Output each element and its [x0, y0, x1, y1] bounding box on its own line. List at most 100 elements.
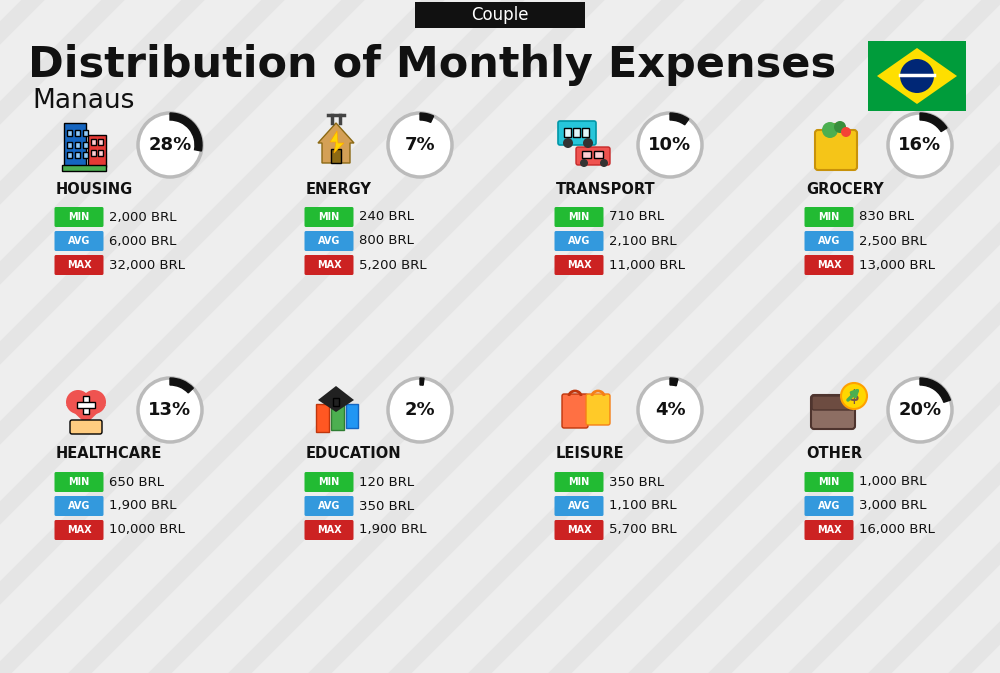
Text: 350 BRL: 350 BRL — [609, 476, 664, 489]
Text: OTHER: OTHER — [806, 446, 862, 462]
FancyBboxPatch shape — [83, 142, 88, 148]
Text: 710 BRL: 710 BRL — [609, 211, 664, 223]
Text: 10%: 10% — [648, 136, 692, 154]
Text: GROCERY: GROCERY — [806, 182, 884, 197]
Text: 1,900 BRL: 1,900 BRL — [359, 524, 426, 536]
FancyBboxPatch shape — [54, 255, 104, 275]
FancyBboxPatch shape — [54, 207, 104, 227]
Polygon shape — [66, 405, 106, 424]
FancyBboxPatch shape — [67, 152, 72, 158]
FancyBboxPatch shape — [804, 520, 854, 540]
FancyBboxPatch shape — [91, 150, 96, 156]
FancyBboxPatch shape — [804, 472, 854, 492]
FancyBboxPatch shape — [304, 472, 354, 492]
Circle shape — [834, 121, 846, 133]
Text: HOUSING: HOUSING — [56, 182, 133, 197]
Circle shape — [600, 159, 608, 167]
Text: AVG: AVG — [568, 501, 590, 511]
Text: 10,000 BRL: 10,000 BRL — [109, 524, 185, 536]
FancyBboxPatch shape — [554, 255, 604, 275]
Text: MAX: MAX — [567, 525, 591, 535]
Circle shape — [638, 113, 702, 177]
FancyBboxPatch shape — [54, 231, 104, 251]
Text: 800 BRL: 800 BRL — [359, 234, 414, 248]
FancyBboxPatch shape — [554, 472, 604, 492]
Text: MIN: MIN — [818, 477, 840, 487]
FancyBboxPatch shape — [331, 404, 344, 430]
Circle shape — [82, 390, 106, 414]
FancyBboxPatch shape — [812, 396, 854, 410]
Text: MIN: MIN — [568, 212, 590, 222]
FancyBboxPatch shape — [576, 147, 610, 165]
Text: AVG: AVG — [818, 501, 840, 511]
FancyBboxPatch shape — [582, 151, 591, 158]
Text: Manaus: Manaus — [32, 88, 134, 114]
Polygon shape — [877, 48, 957, 104]
FancyBboxPatch shape — [88, 135, 106, 167]
FancyBboxPatch shape — [62, 165, 106, 171]
Text: 2,500 BRL: 2,500 BRL — [859, 234, 927, 248]
Wedge shape — [170, 113, 202, 151]
Text: EDUCATION: EDUCATION — [306, 446, 402, 462]
Text: MAX: MAX — [317, 260, 341, 270]
FancyBboxPatch shape — [304, 496, 354, 516]
Circle shape — [888, 113, 952, 177]
FancyBboxPatch shape — [75, 152, 80, 158]
FancyBboxPatch shape — [83, 130, 88, 136]
Circle shape — [583, 138, 593, 148]
Text: 20%: 20% — [898, 401, 942, 419]
Text: MIN: MIN — [818, 212, 840, 222]
FancyBboxPatch shape — [54, 472, 104, 492]
Text: 2,100 BRL: 2,100 BRL — [609, 234, 677, 248]
Polygon shape — [318, 386, 354, 412]
Text: MAX: MAX — [67, 525, 91, 535]
Text: 1,100 BRL: 1,100 BRL — [609, 499, 677, 513]
FancyBboxPatch shape — [77, 402, 95, 408]
Text: MIN: MIN — [318, 212, 340, 222]
Text: AVG: AVG — [68, 501, 90, 511]
Text: 830 BRL: 830 BRL — [859, 211, 914, 223]
FancyBboxPatch shape — [804, 255, 854, 275]
Text: 2%: 2% — [405, 401, 435, 419]
Text: 6,000 BRL: 6,000 BRL — [109, 234, 176, 248]
FancyBboxPatch shape — [804, 496, 854, 516]
Text: 3,000 BRL: 3,000 BRL — [859, 499, 926, 513]
Text: 16,000 BRL: 16,000 BRL — [859, 524, 935, 536]
FancyBboxPatch shape — [586, 394, 610, 425]
Text: 1,900 BRL: 1,900 BRL — [109, 499, 176, 513]
FancyBboxPatch shape — [54, 496, 104, 516]
FancyBboxPatch shape — [98, 150, 103, 156]
Text: AVG: AVG — [818, 236, 840, 246]
FancyBboxPatch shape — [804, 207, 854, 227]
Text: TRANSPORT: TRANSPORT — [556, 182, 656, 197]
Polygon shape — [330, 131, 344, 153]
FancyBboxPatch shape — [594, 151, 603, 158]
FancyBboxPatch shape — [868, 41, 966, 111]
Text: $: $ — [849, 388, 859, 404]
FancyBboxPatch shape — [304, 520, 354, 540]
Text: MAX: MAX — [817, 525, 841, 535]
FancyBboxPatch shape — [558, 121, 596, 145]
Polygon shape — [318, 123, 354, 163]
FancyBboxPatch shape — [554, 207, 604, 227]
FancyBboxPatch shape — [70, 420, 102, 434]
Text: AVG: AVG — [568, 236, 590, 246]
Circle shape — [900, 59, 934, 93]
Wedge shape — [420, 378, 424, 385]
Circle shape — [822, 122, 838, 138]
Circle shape — [138, 113, 202, 177]
FancyBboxPatch shape — [67, 130, 72, 136]
Circle shape — [841, 127, 851, 137]
Text: 5,200 BRL: 5,200 BRL — [359, 258, 427, 271]
FancyBboxPatch shape — [83, 152, 88, 158]
Text: MAX: MAX — [67, 260, 91, 270]
Text: 650 BRL: 650 BRL — [109, 476, 164, 489]
Text: 4%: 4% — [655, 401, 685, 419]
Text: 13%: 13% — [148, 401, 192, 419]
Text: 16%: 16% — [898, 136, 942, 154]
Text: 2,000 BRL: 2,000 BRL — [109, 211, 176, 223]
Circle shape — [580, 159, 588, 167]
Text: 7%: 7% — [405, 136, 435, 154]
FancyBboxPatch shape — [83, 396, 89, 414]
FancyBboxPatch shape — [554, 520, 604, 540]
